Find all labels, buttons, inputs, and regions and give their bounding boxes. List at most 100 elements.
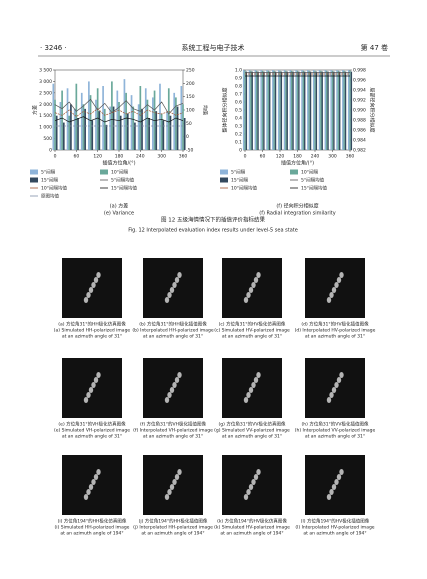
bar [349, 70, 351, 150]
subplot-caption-en: (f) Radial integration similarity [259, 211, 335, 217]
bar [245, 71, 248, 150]
image-caption-cn: (a) 方位角31°的HH极化仿真图像 [58, 321, 126, 328]
bar [152, 97, 154, 150]
legend-label: 5°间隔 [231, 169, 246, 176]
bar [261, 70, 264, 150]
y2-tick-label: 0.990 [353, 108, 366, 114]
y-tick-label: 3 000 [39, 79, 52, 85]
ship-echo [172, 479, 177, 485]
x-tick-label: 300 [157, 154, 166, 160]
bar [80, 92, 83, 150]
image-caption-en: (i) Simulated HH-polarized image [55, 525, 130, 531]
y-tick-label: 1.0 [235, 68, 242, 74]
ship-echo [253, 277, 259, 283]
legend-label: 10°间隔 [111, 169, 128, 176]
ship-echo [86, 489, 91, 495]
ship-echo [86, 292, 91, 298]
bar [339, 71, 341, 150]
ship-echo [164, 297, 170, 303]
y-tick-label: 0 [49, 148, 52, 154]
y2-tick-label: 150 [186, 94, 195, 100]
bar [123, 79, 126, 150]
bar [260, 70, 262, 150]
x-tick-label: 240 [311, 154, 320, 160]
image-caption-en: (e) Simulated VH-polarized image [54, 428, 130, 434]
ship-echo [329, 392, 334, 398]
ship-echo [83, 397, 89, 403]
image-caption-cn: (d) 方位角31°的HV极化插值图像 [301, 321, 369, 328]
journal-name: 系统工程与电子技术 [182, 43, 245, 52]
bar [105, 124, 108, 150]
ship-echo [91, 382, 96, 388]
bar [148, 118, 150, 150]
y2-axis-label: 局部径向积分相似度 [369, 87, 376, 132]
bar [267, 70, 270, 150]
legend-label: 10°间隔均值 [231, 185, 257, 192]
bar [126, 113, 129, 150]
bar [327, 71, 329, 150]
y-tick-label: 0.2 [235, 132, 242, 138]
bar [59, 102, 62, 150]
ship-echo [243, 297, 249, 303]
ship-echo [339, 372, 344, 378]
ship-echo [243, 397, 249, 403]
image-caption-en: (c) Simulated HV-polarized image [214, 328, 290, 334]
bar [160, 113, 163, 150]
bar [182, 104, 184, 150]
y-tick-label: 3 500 [39, 68, 52, 74]
bar [180, 86, 183, 150]
bar [280, 71, 283, 150]
ship-echo [243, 494, 249, 500]
bar [141, 108, 143, 150]
image-caption-en: (k) Simulated HV-polarized image [214, 525, 290, 531]
bar [331, 70, 334, 150]
bar [111, 81, 113, 150]
ship-echo [329, 292, 334, 298]
y2-tick-label: 0.998 [353, 68, 366, 74]
ship-echo [256, 272, 261, 278]
x-tick-label: 300 [328, 154, 337, 160]
y2-tick-label: 50 [186, 121, 192, 127]
bar [325, 70, 328, 150]
y-tick-label: 0.7 [235, 92, 242, 98]
ship-echo [331, 387, 337, 393]
y2-tick-label: 250 [186, 68, 195, 74]
bar [277, 70, 280, 150]
legend-swatch [100, 169, 108, 175]
y2-tick-label: 0.984 [353, 138, 366, 144]
ship-echo [174, 474, 180, 480]
ship-echo [251, 282, 256, 288]
bar [68, 115, 71, 150]
image-caption-en: at an azimuth angle of 194° [303, 531, 366, 537]
image-caption-cn: (j) 方位角194°的HH极化插值图像 [139, 518, 208, 525]
subplot-caption-en: (e) Variance [104, 211, 134, 217]
ship-echo [174, 277, 180, 283]
bar [302, 70, 305, 150]
figure-caption-cn: 图 12 五级海情情况下的插值评价指标结果 [161, 216, 265, 224]
ship-echo [256, 372, 261, 378]
bar [112, 106, 115, 150]
ship-echo [96, 372, 101, 378]
ship-echo [334, 282, 339, 288]
y2-tick-label: 100 [186, 108, 195, 114]
image-caption-en: at an azimuth angle of 31° [62, 334, 122, 340]
bar [132, 106, 135, 150]
bar [308, 70, 310, 150]
bar [84, 108, 86, 150]
ship-echo [164, 397, 170, 403]
page-number: · 3246 · [40, 44, 67, 52]
bar [320, 70, 322, 150]
bar [96, 88, 99, 150]
bar [285, 70, 287, 150]
bar [183, 118, 186, 150]
bar [62, 122, 65, 150]
bar [289, 70, 291, 150]
y2-tick-label: 0.986 [353, 128, 366, 134]
bar [91, 120, 94, 150]
bar [54, 99, 56, 150]
bar [266, 70, 268, 150]
bar [296, 70, 299, 150]
ship-echo [177, 372, 182, 378]
ship-echo [83, 297, 89, 303]
